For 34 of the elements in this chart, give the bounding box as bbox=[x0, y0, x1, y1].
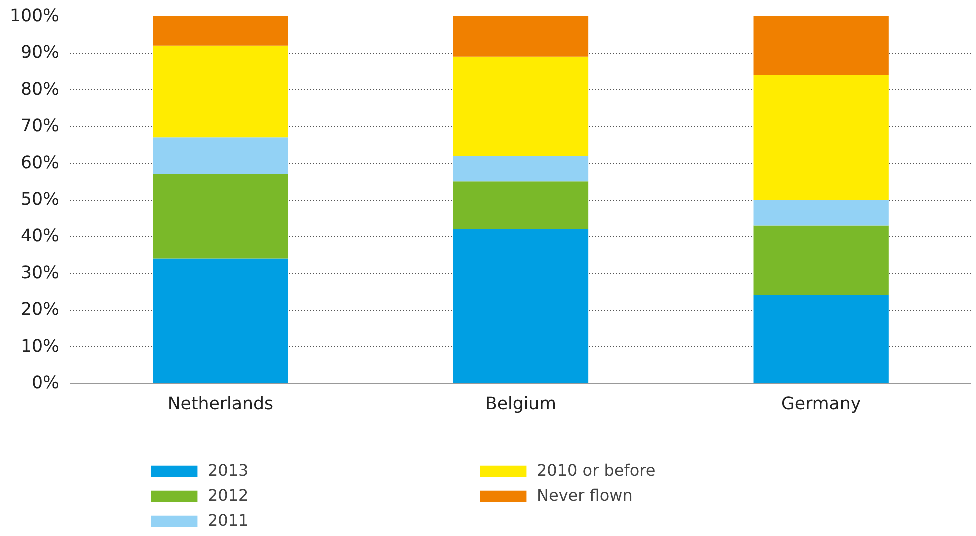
bar bbox=[153, 174, 288, 259]
x-tick-label: Netherlands bbox=[168, 394, 274, 414]
bar bbox=[754, 200, 889, 226]
bar bbox=[754, 226, 889, 296]
legend-label: 2013 bbox=[208, 461, 250, 480]
y-tick-label: 90% bbox=[20, 43, 60, 64]
bar bbox=[754, 295, 889, 384]
legend-label: 2012 bbox=[208, 486, 250, 505]
bar bbox=[754, 16, 889, 76]
bar bbox=[153, 258, 288, 384]
bar bbox=[453, 16, 589, 57]
y-tick-label: 10% bbox=[20, 336, 60, 357]
y-tick-label: 80% bbox=[20, 80, 60, 100]
legend-label: Never flown bbox=[537, 486, 634, 505]
x-tick-label: Belgium bbox=[485, 394, 557, 414]
x-tick-label: Germany bbox=[782, 394, 862, 414]
y-tick-label: 30% bbox=[20, 263, 60, 284]
y-tick-label: 100% bbox=[10, 6, 60, 26]
bar bbox=[453, 56, 589, 156]
bar bbox=[153, 138, 288, 174]
y-tick-label: 40% bbox=[20, 226, 60, 247]
y-tick-label: 0% bbox=[32, 374, 60, 394]
bar bbox=[453, 229, 589, 384]
bar bbox=[453, 182, 589, 230]
y-tick-label: 50% bbox=[20, 190, 60, 210]
y-tick-label: 60% bbox=[20, 153, 60, 174]
legend-label: 2011 bbox=[208, 511, 250, 530]
bar bbox=[754, 75, 889, 200]
y-tick-label: 20% bbox=[20, 300, 60, 320]
bar bbox=[153, 16, 288, 46]
y-tick-label: 70% bbox=[20, 116, 60, 137]
bar bbox=[453, 156, 589, 182]
legend-label: 2010 or before bbox=[537, 461, 657, 480]
bar bbox=[153, 46, 288, 138]
